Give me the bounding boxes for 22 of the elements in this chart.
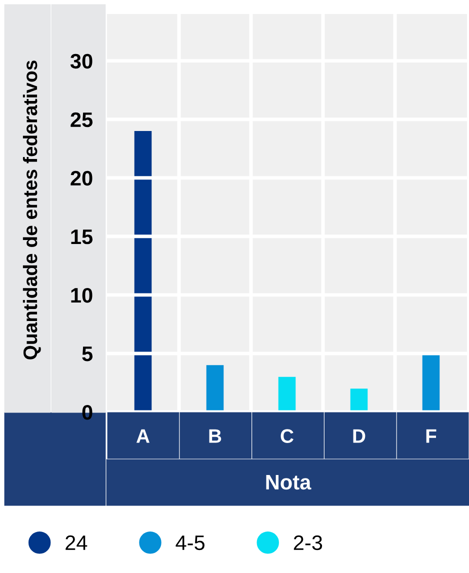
- bar: [206, 365, 224, 412]
- x-tick-label: A: [136, 429, 150, 443]
- y-tick-label: 0: [82, 405, 92, 420]
- y-tick-label: 20: [70, 170, 92, 186]
- x-tick-label: D: [353, 429, 366, 443]
- bar: [278, 376, 296, 412]
- bar: [422, 353, 440, 412]
- y-tick-label: 30: [70, 54, 92, 69]
- legend-label: 24: [66, 535, 88, 550]
- legend-label: 4-5: [176, 536, 204, 550]
- x-tick-label: C: [280, 429, 294, 443]
- y-tick-label: 25: [70, 112, 93, 128]
- y-tick-label: 15: [71, 230, 93, 244]
- y-tick-label: 5: [82, 346, 93, 362]
- bar: [134, 131, 152, 412]
- x-axis-title: Nota: [266, 475, 312, 490]
- x-tick-label: F: [426, 429, 436, 443]
- y-axis-title: Quantidade de entes federativos: [22, 60, 41, 360]
- legend-label: 2-3: [294, 535, 322, 550]
- x-tick-label: B: [209, 429, 222, 443]
- bar: [350, 388, 368, 412]
- y-tick-label: 10: [71, 288, 92, 303]
